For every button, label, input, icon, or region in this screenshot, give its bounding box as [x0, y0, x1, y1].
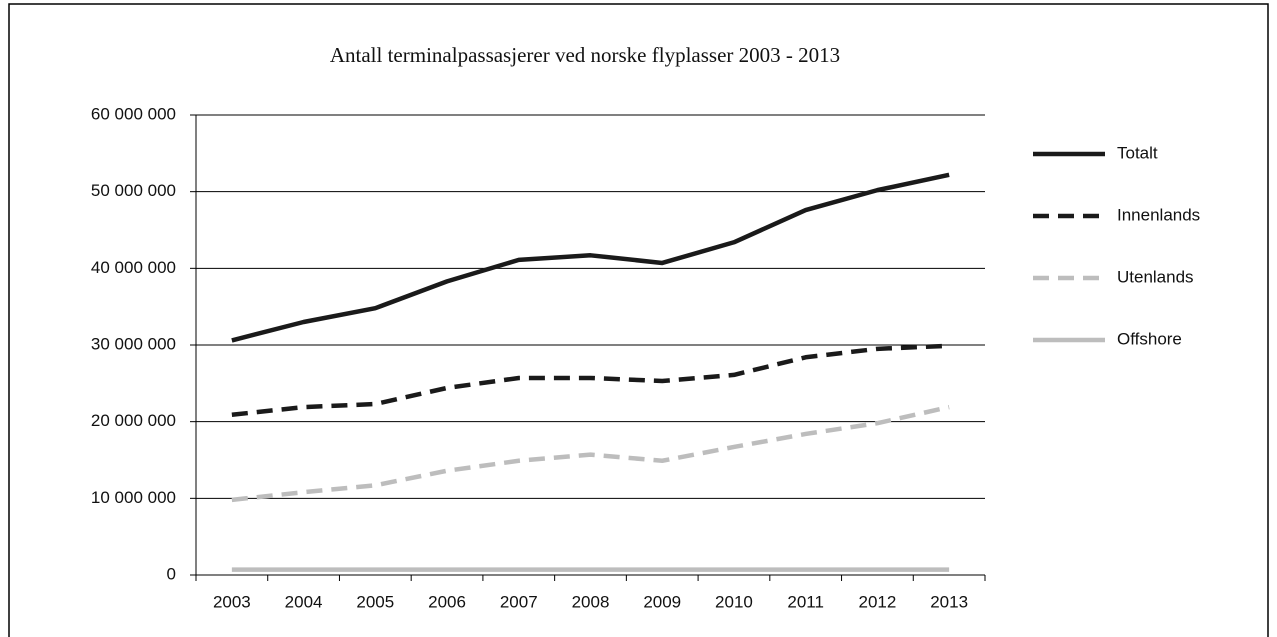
y-tick-label: 0	[167, 564, 176, 583]
y-tick-label: 10 000 000	[91, 488, 176, 507]
x-tick-label: 2004	[285, 592, 323, 611]
legend-label: Utenlands	[1117, 267, 1194, 286]
x-tick-label: 2007	[500, 592, 538, 611]
y-tick-label: 30 000 000	[91, 334, 176, 353]
x-tick-label: 2013	[930, 592, 968, 611]
y-tick-label: 60 000 000	[91, 104, 176, 123]
line-series	[231, 172, 950, 343]
legend-label: Offshore	[1117, 329, 1182, 348]
y-tick-label: 40 000 000	[91, 258, 176, 277]
x-tick-label: 2009	[643, 592, 681, 611]
x-tick-label: 2010	[715, 592, 753, 611]
x-tick-label: 2003	[213, 592, 251, 611]
x-tick-label: 2006	[428, 592, 466, 611]
x-tick-label: 2005	[356, 592, 394, 611]
legend-label: Totalt	[1117, 143, 1158, 162]
legend-label: Innenlands	[1117, 205, 1200, 224]
y-tick-label: 50 000 000	[91, 181, 176, 200]
x-tick-label: 2011	[787, 592, 824, 611]
x-tick-label: 2012	[858, 592, 896, 611]
x-tick-label: 2008	[572, 592, 610, 611]
y-tick-label: 20 000 000	[91, 411, 176, 430]
line-series	[231, 343, 950, 418]
chart-title: Antall terminalpassasjerer ved norske fl…	[330, 43, 840, 67]
line-series	[231, 404, 950, 503]
frame	[8, 3, 1269, 637]
